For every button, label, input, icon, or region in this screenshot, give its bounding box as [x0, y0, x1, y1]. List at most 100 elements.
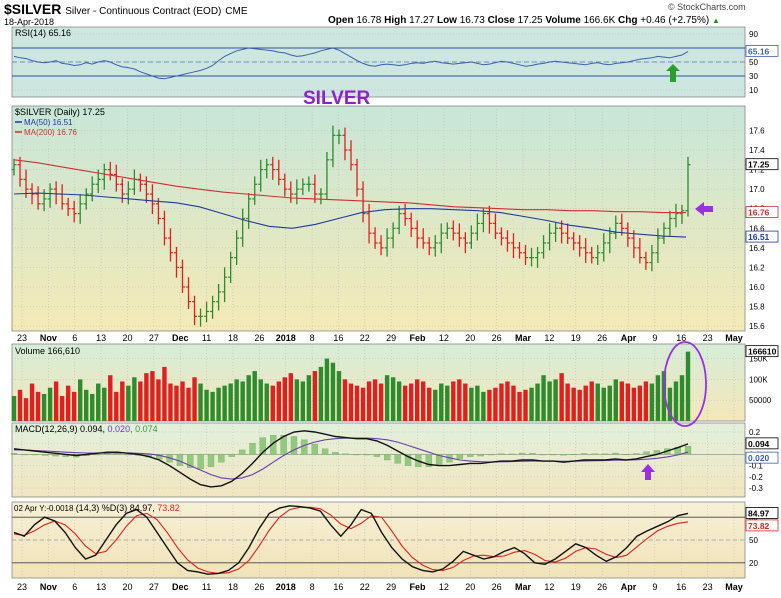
price-y-tick-label: 16.0	[749, 283, 765, 292]
volume-bar	[216, 387, 221, 421]
x-tick-label-top: 11	[202, 333, 211, 343]
volume-bar	[619, 381, 625, 421]
rsi-y-tick-label: 30	[749, 72, 758, 81]
macd-histogram-bar	[591, 453, 598, 455]
x-tick-label-bottom: 13	[96, 582, 106, 592]
x-tick-label-top: Mar	[515, 333, 532, 343]
x-tick-label-bottom: Mar	[515, 582, 532, 592]
volume-bar	[360, 387, 366, 421]
ma200-flag-box	[745, 206, 779, 219]
volume-bar	[264, 383, 269, 421]
volume-bar	[35, 391, 41, 421]
macd-histogram-bar	[425, 454, 432, 467]
x-tick-label-bottom: Feb	[410, 582, 427, 592]
volume-bar	[336, 371, 342, 421]
volume-bar	[318, 366, 324, 421]
open-value: 16.78	[356, 15, 382, 26]
macd-histogram-bar	[353, 454, 360, 456]
price-y-tick-label: 16.4	[749, 244, 765, 253]
pane-price	[11, 105, 746, 332]
macd-histogram-bar	[218, 454, 225, 463]
volume-bar	[505, 381, 510, 421]
volume-bar	[108, 375, 113, 421]
volume-bar	[421, 381, 426, 421]
volume-bar	[547, 381, 552, 421]
x-tick-label-bottom: 18	[228, 582, 238, 592]
x-tick-label-top: Apr	[621, 333, 637, 343]
macd-histogram-bar	[249, 443, 256, 455]
volume-bar	[71, 391, 77, 421]
macd-histogram-bar	[456, 454, 464, 460]
macd-histogram-bar	[10, 453, 18, 455]
volume-bar	[312, 371, 318, 421]
macd-histogram-bar	[332, 452, 339, 455]
x-tick-label-top: 23	[703, 333, 713, 343]
x-tick-label-bottom: 2018	[276, 582, 296, 592]
macd-histogram-bar	[560, 454, 567, 456]
volume-bar	[84, 389, 89, 421]
macd-y-tick-label: -0.3	[749, 484, 763, 493]
x-tick-label-bottom: 26	[492, 582, 502, 592]
volume-bar	[414, 379, 420, 421]
chg-up-arrow-icon: ▲	[712, 16, 720, 25]
x-tick-label-top: 26	[254, 333, 264, 343]
volume-bar	[348, 383, 354, 421]
sto-d-flag: 73.82	[748, 521, 770, 531]
volume-bar	[174, 385, 179, 421]
volume-bar	[210, 391, 215, 421]
volume-bar	[553, 379, 558, 421]
sto-legend: 02 Apr Y:-0.0018 (14,3) %D(3) 84.97, 73.…	[14, 503, 180, 513]
volume-bar	[577, 389, 582, 421]
volume-bar	[487, 389, 492, 421]
brand-watermark: © StockCharts.com	[668, 2, 746, 12]
macd-histogram-bar	[363, 454, 370, 456]
x-tick-label-top: 13	[96, 333, 106, 343]
volume-bar	[457, 379, 462, 421]
x-tick-label-top: May	[725, 333, 743, 343]
macd-histogram-bar	[498, 453, 505, 455]
x-tick-label-top: 6	[72, 333, 77, 343]
macd-histogram-bar	[529, 453, 536, 455]
macd-histogram-bar	[643, 451, 650, 455]
macd-histogram-bar	[384, 454, 391, 461]
macd-histogram-bar	[684, 445, 692, 455]
volume-bar	[17, 389, 23, 421]
price-legend: $SILVER (Daily) 17.25	[15, 107, 105, 117]
volume-bar	[168, 383, 173, 421]
volume-bar	[222, 385, 227, 421]
rsi-line	[13, 47, 689, 80]
x-tick-label-bottom: 9	[652, 582, 657, 592]
macd-histogram-bar	[342, 453, 349, 455]
x-tick-label-top: 29	[386, 333, 396, 343]
chart-date: 18-Apr-2018	[4, 17, 55, 27]
ma50-line	[13, 192, 687, 238]
volume-bar	[126, 385, 131, 421]
volume-bar	[366, 381, 372, 421]
volume-bar	[300, 381, 306, 421]
volume-bar	[276, 381, 281, 421]
volume-bar	[685, 351, 691, 421]
macd-histogram-bar	[93, 454, 101, 456]
macd-histogram-bar	[321, 448, 329, 455]
x-tick-label-bottom: 20	[465, 582, 475, 592]
rsi-y-tick-label: 10	[749, 86, 758, 95]
volume-bar	[535, 383, 540, 421]
x-tick-label-bottom: 22	[360, 582, 370, 592]
rsi-flag-box	[745, 44, 779, 57]
x-tick-label-top: 2018	[276, 333, 296, 343]
macd-signal-flag-box	[745, 451, 779, 464]
x-tick-label-top: 18	[228, 333, 238, 343]
rsi-y-tick-label: 90	[749, 30, 758, 39]
x-tick-label-bottom: 12	[544, 582, 554, 592]
volume-bar	[571, 387, 576, 421]
volume-bar	[390, 377, 396, 421]
volume-bar	[384, 375, 390, 421]
x-tick-label-top: 9	[652, 333, 657, 343]
volume-bar	[565, 383, 570, 421]
macd-histogram-bar	[311, 444, 318, 455]
x-tick-label-bottom: 19	[571, 582, 581, 592]
volume-y-tick-label: 50000	[749, 396, 772, 405]
volume-bar	[246, 375, 251, 421]
x-tick-label-top: 22	[360, 333, 370, 343]
